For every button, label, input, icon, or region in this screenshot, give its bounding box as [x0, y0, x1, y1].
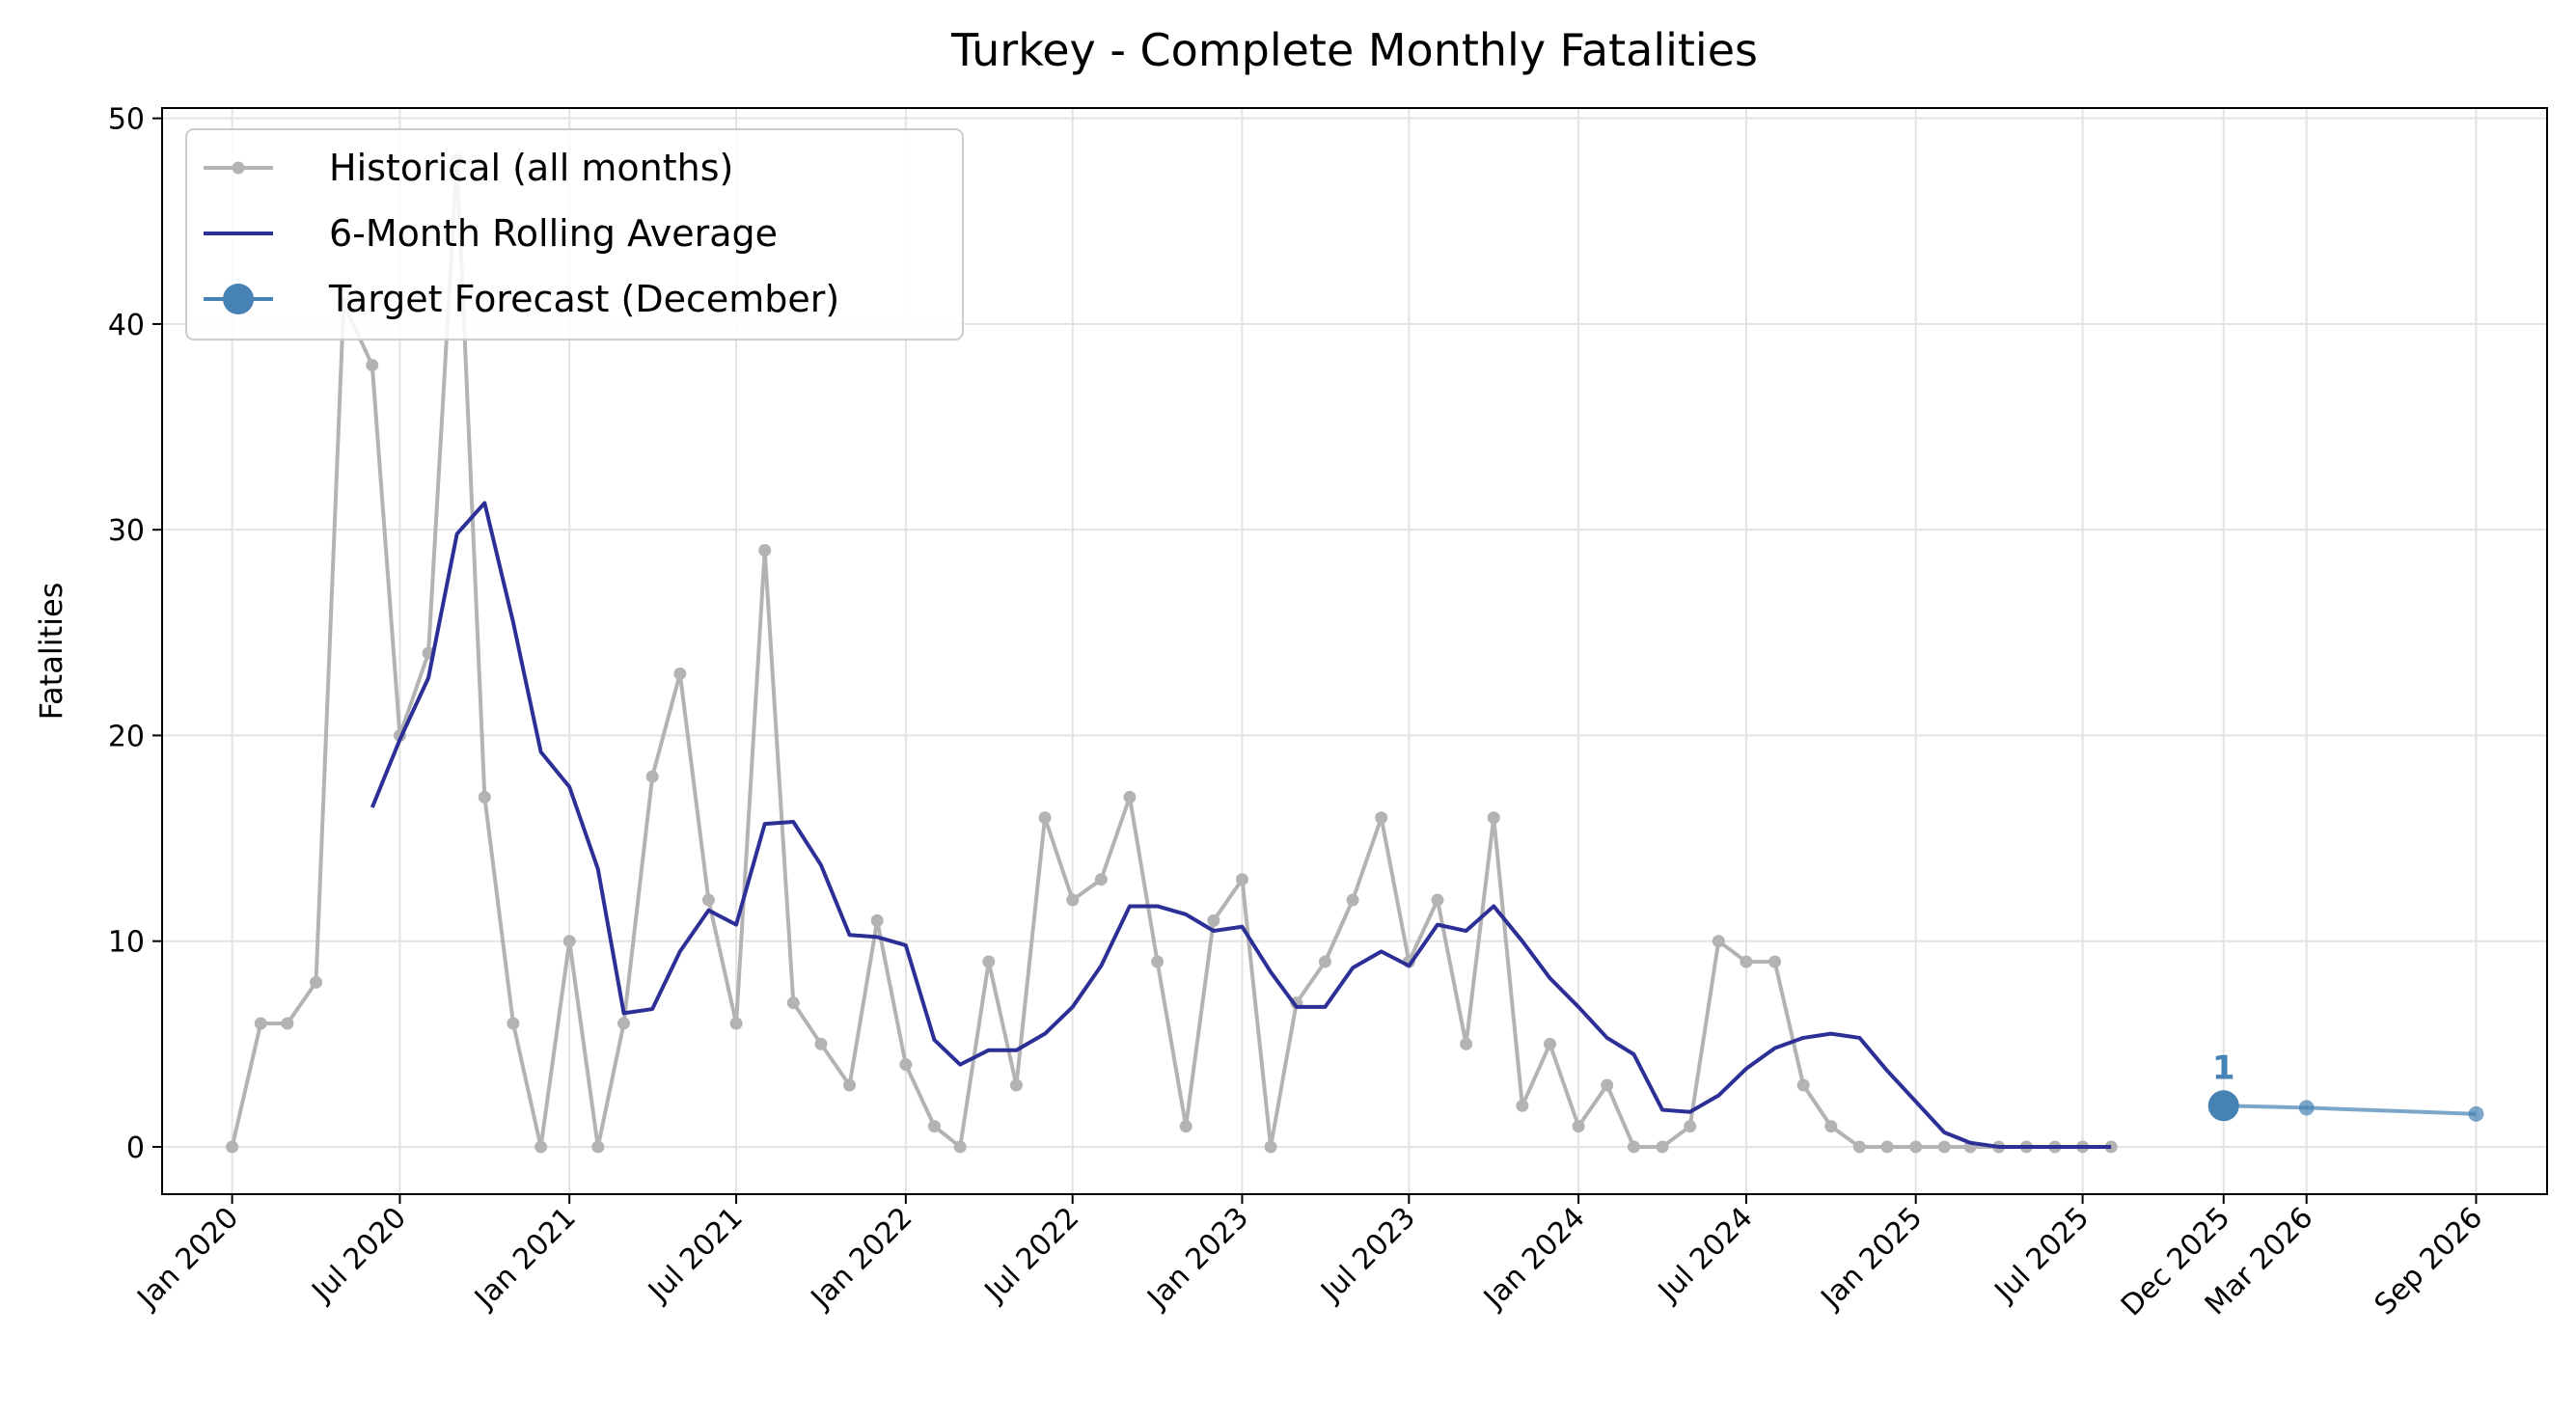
legend-item: Historical (all months) [204, 147, 733, 189]
historical-point [843, 1078, 857, 1092]
historical-point [1572, 1120, 1585, 1133]
historical-point [1740, 955, 1753, 968]
series-target-forecast [2207, 1090, 2239, 1122]
historical-point [673, 667, 687, 680]
legend-label: Target Forecast (December) [328, 278, 839, 320]
historical-point [1038, 811, 1052, 825]
historical-point [1346, 893, 1359, 907]
historical-point [1824, 1120, 1838, 1133]
historical-point [870, 913, 884, 927]
historical-point [1094, 873, 1108, 886]
historical-line [230, 157, 2112, 1149]
historical-point [1179, 1120, 1192, 1133]
rolling-average-line [370, 501, 2112, 1149]
forecast-projection-point [2298, 1100, 2315, 1116]
historical-point [814, 1037, 828, 1050]
historical-point [1235, 873, 1248, 886]
y-tick-label: 20 [108, 720, 145, 753]
historical-point [1009, 1078, 1023, 1092]
historical-point [281, 1017, 294, 1030]
y-tick-label: 0 [126, 1131, 145, 1165]
historical-point [1937, 1140, 1951, 1154]
historical-point [1627, 1140, 1640, 1154]
historical-point [1264, 1140, 1277, 1154]
historical-point [226, 1140, 239, 1154]
historical-point [899, 1058, 913, 1072]
historical-point [786, 996, 800, 1010]
y-tick-label: 40 [108, 309, 145, 342]
legend-label: Historical (all months) [329, 147, 733, 189]
series-rolling-average [370, 501, 2112, 1149]
historical-point [1880, 1140, 1894, 1154]
historical-point [617, 1017, 631, 1030]
chart-title: Turkey - Complete Monthly Fatalities [950, 24, 1758, 76]
forecast-projection-point [2468, 1105, 2484, 1122]
historical-point [927, 1120, 941, 1133]
forecast-annotation: 1 [2212, 1049, 2235, 1087]
historical-point [758, 544, 772, 558]
historical-point [1487, 811, 1500, 825]
historical-point [1123, 790, 1137, 804]
historical-point [562, 935, 576, 948]
historical-point [254, 1017, 267, 1030]
historical-point [953, 1140, 967, 1154]
historical-point [1207, 913, 1220, 927]
series-layer: 1 [226, 152, 2484, 1154]
historical-point [1151, 955, 1165, 968]
y-tick-label: 50 [108, 103, 145, 137]
y-tick-label: 30 [108, 514, 145, 548]
historical-point [310, 975, 323, 989]
legend-box [185, 128, 964, 341]
historical-point [1460, 1037, 1473, 1050]
historical-point [1796, 1078, 1810, 1092]
historical-point [478, 790, 491, 804]
historical-point [1768, 955, 1782, 968]
legend-swatch-marker [223, 284, 254, 314]
legend-item: 6-Month Rolling Average [204, 212, 778, 255]
historical-point [729, 1017, 743, 1030]
historical-point [1601, 1078, 1614, 1092]
historical-point [1375, 811, 1388, 825]
historical-point [1318, 955, 1331, 968]
plot-frame [161, 107, 2548, 1195]
target-forecast-point [2207, 1090, 2239, 1122]
y-axis-label: Fatalities [33, 583, 69, 721]
legend-swatch-marker [232, 161, 245, 175]
historical-point [1066, 893, 1080, 907]
historical-point [1852, 1140, 1866, 1154]
historical-point [1712, 935, 1725, 948]
historical-point [645, 770, 659, 783]
historical-point [1516, 1099, 1529, 1112]
y-tick-label: 10 [108, 926, 145, 960]
historical-point [982, 955, 996, 968]
historical-point [1909, 1140, 1923, 1154]
historical-point [366, 359, 379, 372]
historical-point [534, 1140, 548, 1154]
historical-point [591, 1140, 605, 1154]
legend-item: Target Forecast (December) [204, 278, 839, 320]
historical-point [1684, 1120, 1697, 1133]
historical-point [1431, 893, 1444, 907]
historical-point [1656, 1140, 1669, 1154]
historical-point [701, 893, 715, 907]
historical-point [1543, 1037, 1556, 1050]
historical-point [507, 1017, 520, 1030]
legend-label: 6-Month Rolling Average [329, 212, 778, 255]
legend: Historical (all months) 6-Month Rolling A… [185, 128, 964, 341]
